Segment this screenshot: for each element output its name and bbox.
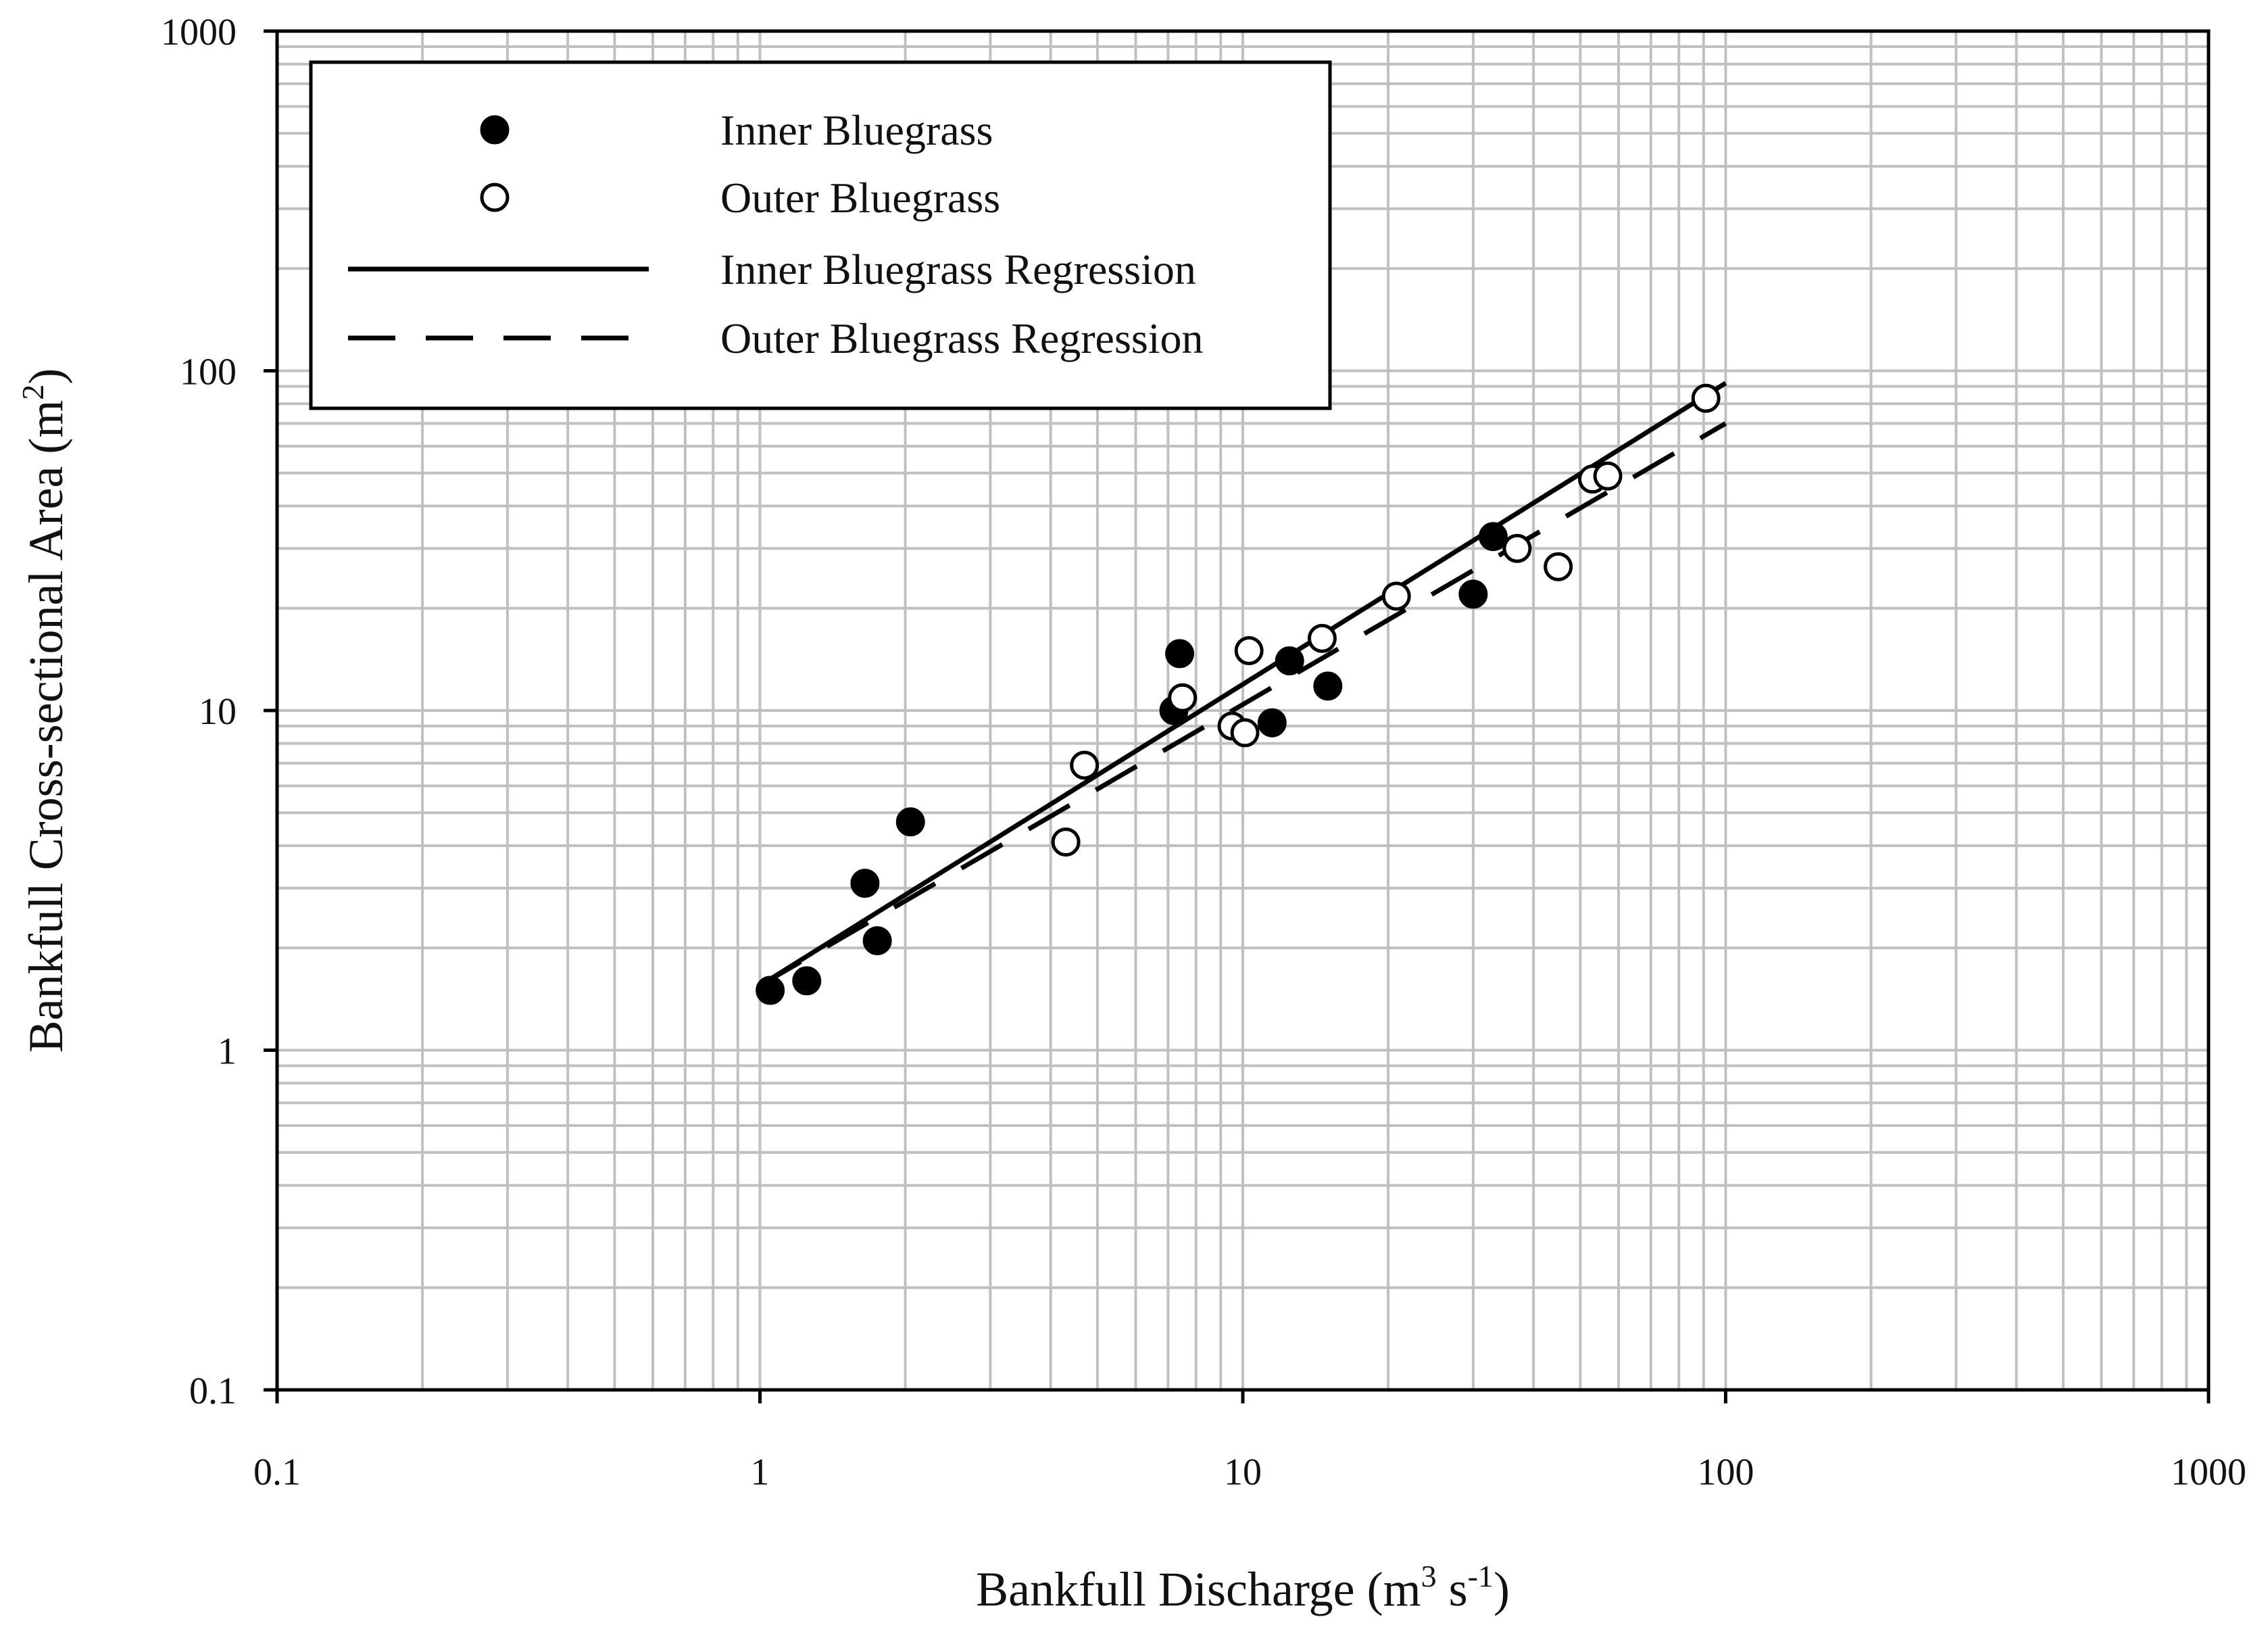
data-points — [756, 383, 1721, 1005]
regression-lines — [758, 381, 1727, 988]
x-tick-label: 10 — [1224, 1451, 1262, 1493]
outer-bluegrass-point — [1070, 750, 1100, 780]
inner-bluegrass-point — [895, 807, 925, 837]
inner-bluegrass-point — [1478, 522, 1508, 552]
y-tick-label: 1 — [218, 1031, 237, 1073]
outer-bluegrass-point — [1051, 827, 1081, 857]
legend-label-outer-bluegrass: Outer Bluegrass — [720, 174, 1000, 222]
legend-label-inner-regression: Inner Bluegrass Regression — [720, 245, 1196, 293]
x-tick-label: 0.1 — [253, 1451, 301, 1493]
legend-marker-inner-bluegrass — [480, 115, 510, 145]
inner-bluegrass-point — [1257, 708, 1287, 738]
inner-bluegrass-point — [792, 966, 822, 996]
inner-bluegrass-point — [1275, 646, 1304, 676]
outer-bluegrass-point — [1234, 636, 1264, 666]
legend-marker-outer-bluegrass — [480, 183, 510, 212]
outer-bluegrass-point — [1307, 623, 1337, 653]
inner-bluegrass-point — [1313, 671, 1343, 701]
x-tick-label: 1000 — [2171, 1451, 2246, 1493]
y-axis-title: Bankfull Cross-sectional Area (m2) — [16, 368, 73, 1053]
outer-bluegrass-point — [1502, 533, 1532, 563]
y-axis-ticks: 0.1 1 10 100 1000 — [161, 11, 277, 1412]
legend-label-inner-bluegrass: Inner Bluegrass — [720, 106, 993, 154]
y-tick-label: 100 — [180, 352, 237, 393]
x-axis-ticks: 0.1 1 10 100 1000 — [253, 1390, 2246, 1493]
y-tick-label: 0.1 — [189, 1370, 237, 1412]
inner-bluegrass-point — [1165, 639, 1195, 669]
inner-bluegrass-point — [1458, 579, 1488, 609]
outer-bluegrass-point — [1168, 683, 1198, 713]
x-tick-label: 1 — [751, 1451, 770, 1493]
legend: Inner Bluegrass Outer Bluegrass Inner Bl… — [309, 60, 1332, 410]
x-axis-title: Bankfull Discharge (m3 s-1) — [976, 1559, 1510, 1616]
y-tick-label: 1000 — [161, 11, 237, 53]
inner-bluegrass-point — [756, 975, 785, 1005]
inner-bluegrass-point — [850, 869, 880, 898]
outer-bluegrass-point — [1381, 581, 1411, 611]
outer-bluegrass-point — [1230, 718, 1260, 748]
legend-label-outer-regression: Outer Bluegrass Regression — [720, 314, 1204, 362]
x-tick-label: 100 — [1698, 1451, 1754, 1493]
inner-bluegrass-point — [862, 926, 892, 956]
inner-bluegrass-regression-line — [758, 381, 1727, 988]
outer-bluegrass-regression-line — [758, 421, 1727, 988]
y-tick-label: 10 — [199, 691, 237, 733]
outer-bluegrass-point — [1544, 552, 1573, 581]
outer-bluegrass-point — [1691, 383, 1721, 413]
legend-box — [309, 60, 1332, 410]
outer-bluegrass-point — [1593, 461, 1623, 491]
